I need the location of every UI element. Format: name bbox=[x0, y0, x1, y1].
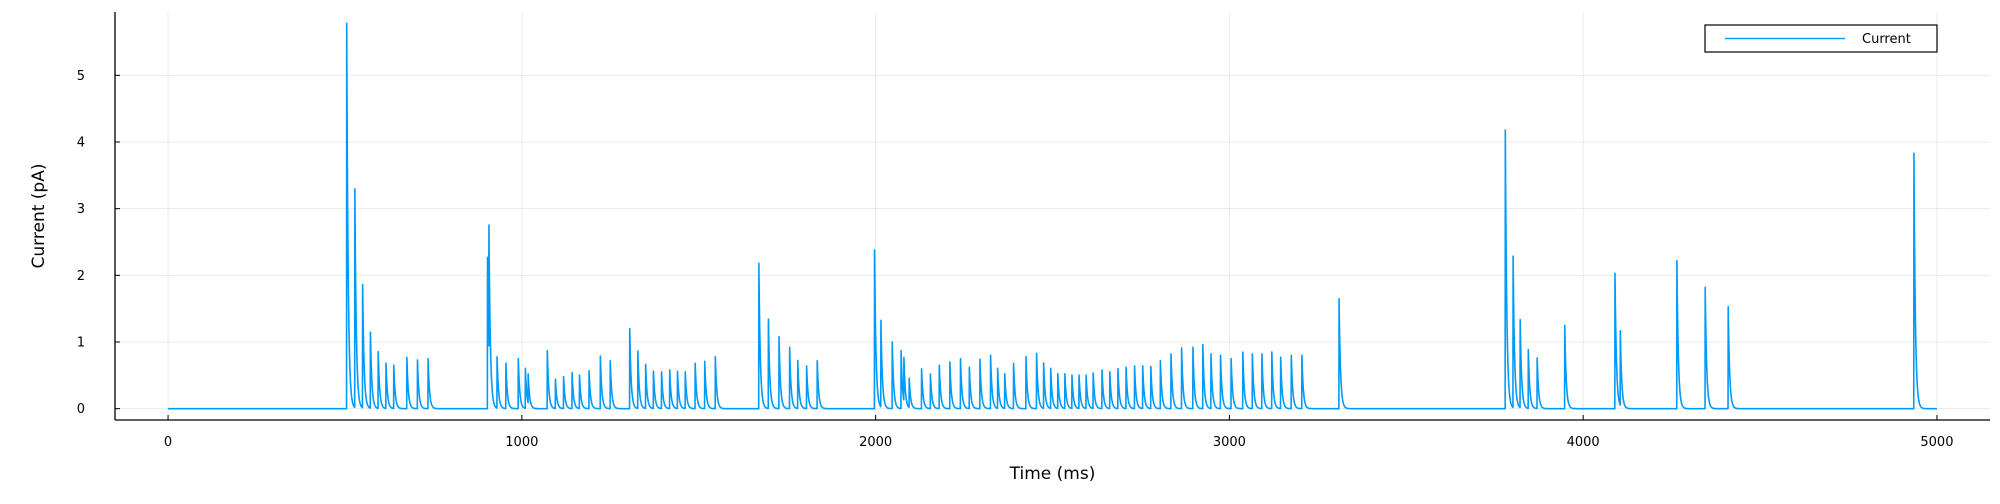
axes bbox=[115, 12, 1990, 420]
legend: Current bbox=[1705, 25, 1937, 52]
y-tick-label: 0 bbox=[77, 402, 85, 417]
y-axis-label: Current (pA) bbox=[29, 164, 49, 269]
series-layer bbox=[168, 23, 1937, 408]
y-tick-label: 1 bbox=[77, 336, 85, 351]
series-line-current bbox=[168, 23, 1937, 408]
grid bbox=[115, 12, 1990, 420]
legend-label-current: Current bbox=[1862, 32, 1911, 47]
y-tick-label: 4 bbox=[77, 136, 85, 151]
x-tick-label: 4000 bbox=[1567, 435, 1600, 450]
x-axis-label: Time (ms) bbox=[1009, 464, 1096, 484]
y-tick-label: 2 bbox=[77, 269, 85, 284]
x-tick-label: 2000 bbox=[859, 435, 892, 450]
y-tick-label: 3 bbox=[77, 202, 85, 217]
x-tick-label: 5000 bbox=[1920, 435, 1953, 450]
x-tick-label: 0 bbox=[164, 435, 172, 450]
y-ticks: 0 1 2 3 4 5 bbox=[77, 69, 120, 417]
x-tick-label: 1000 bbox=[505, 435, 538, 450]
x-tick-label: 3000 bbox=[1213, 435, 1246, 450]
y-tick-label: 5 bbox=[77, 69, 85, 84]
